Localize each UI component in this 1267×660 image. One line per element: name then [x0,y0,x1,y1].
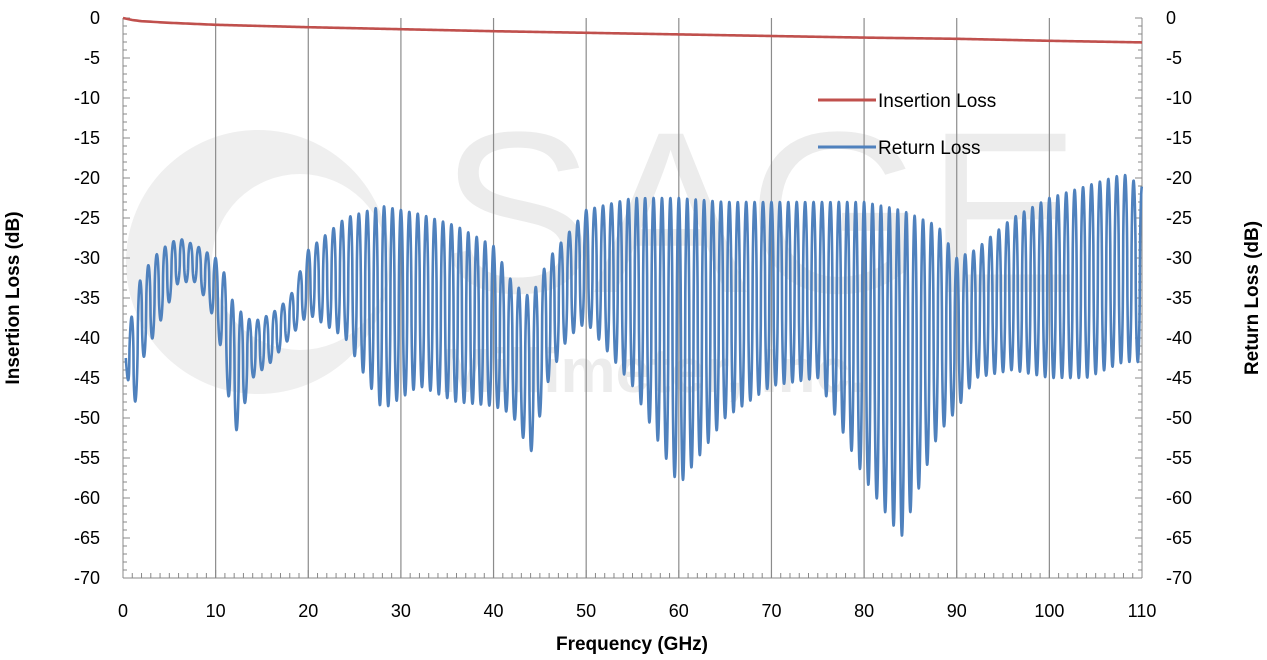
y2-tick-label: -10 [1166,88,1192,108]
y-tick-label: 0 [90,8,100,28]
y-tick-label: -70 [74,568,100,588]
y-tick-label: -20 [74,168,100,188]
x-tick-label: 40 [484,601,504,621]
plot-area [122,17,1143,579]
y-tick-label: -25 [74,208,100,228]
y-tick-label: -5 [84,48,100,68]
y2-tick-label: -45 [1166,368,1192,388]
y-tick-label: -45 [74,368,100,388]
y2-tick-label: -40 [1166,328,1192,348]
x-tick-label: 30 [391,601,411,621]
series-insertion-loss [122,16,1143,44]
y2-tick-label: -60 [1166,488,1192,508]
x-tick-label: 110 [1128,601,1157,621]
y2-tick-label: -55 [1166,448,1192,468]
y-tick-label: -40 [74,328,100,348]
y2-tick-label: -65 [1166,528,1192,548]
y-tick-label: -50 [74,408,100,428]
y-tick-label: -35 [74,288,100,308]
minor-ticks [122,17,1143,579]
legend-label-insertion-loss: Insertion Loss [878,91,996,112]
legend: Insertion Loss Return Loss [818,91,996,159]
x-tick-label: 60 [669,601,689,621]
y-tick-label: -60 [74,488,100,508]
y2-tick-label: -15 [1166,128,1192,148]
y2-tick-label: -25 [1166,208,1192,228]
series-layer [122,16,1144,537]
y-tick-label: -10 [74,88,100,108]
x-axis-title: Frequency (GHz) [556,634,708,655]
x-tick-label: 90 [947,601,967,621]
y-tick-label: -55 [74,448,100,468]
legend-label-return-loss: Return Loss [878,138,980,159]
series-return-loss [124,173,1144,537]
x-tick-label: 20 [298,601,318,621]
y-axis-title: Insertion Loss (dB) [3,211,24,384]
y2-tick-label: -20 [1166,168,1192,188]
y-tick-label: -30 [74,248,100,268]
x-tick-label: 50 [576,601,596,621]
x-tick-label: 100 [1034,601,1064,621]
x-tick-label: 10 [206,601,226,621]
y2-tick-label: -70 [1166,568,1192,588]
x-tick-label: 70 [761,601,781,621]
y-tick-label: -65 [74,528,100,548]
y2-axis-title: Return Loss (dB) [1242,221,1263,375]
y2-tick-label: -35 [1166,288,1192,308]
x-tick-label: 80 [854,601,874,621]
y2-tick-label: 0 [1166,8,1176,28]
y-tick-labels: 0 -5 -10 -15 -20 -25 -30 -35 -40 -45 -50 -55 -60 -65 -… [74,8,100,588]
x-tick-labels: 0 10 20 30 40 50 60 70 80 90 100 110 [118,601,1156,621]
y2-tick-label: -30 [1166,248,1192,268]
x-tick-label: 0 [118,601,128,621]
grid-lines [215,18,1050,578]
y-tick-label: -15 [74,128,100,148]
y2-tick-labels: 0 -5 -10 -15 -20 -25 -30 -35 -40 -45 -50 -55 -60 -65 -… [1166,8,1192,588]
y2-tick-label: -50 [1166,408,1192,428]
y2-tick-label: -5 [1166,48,1182,68]
